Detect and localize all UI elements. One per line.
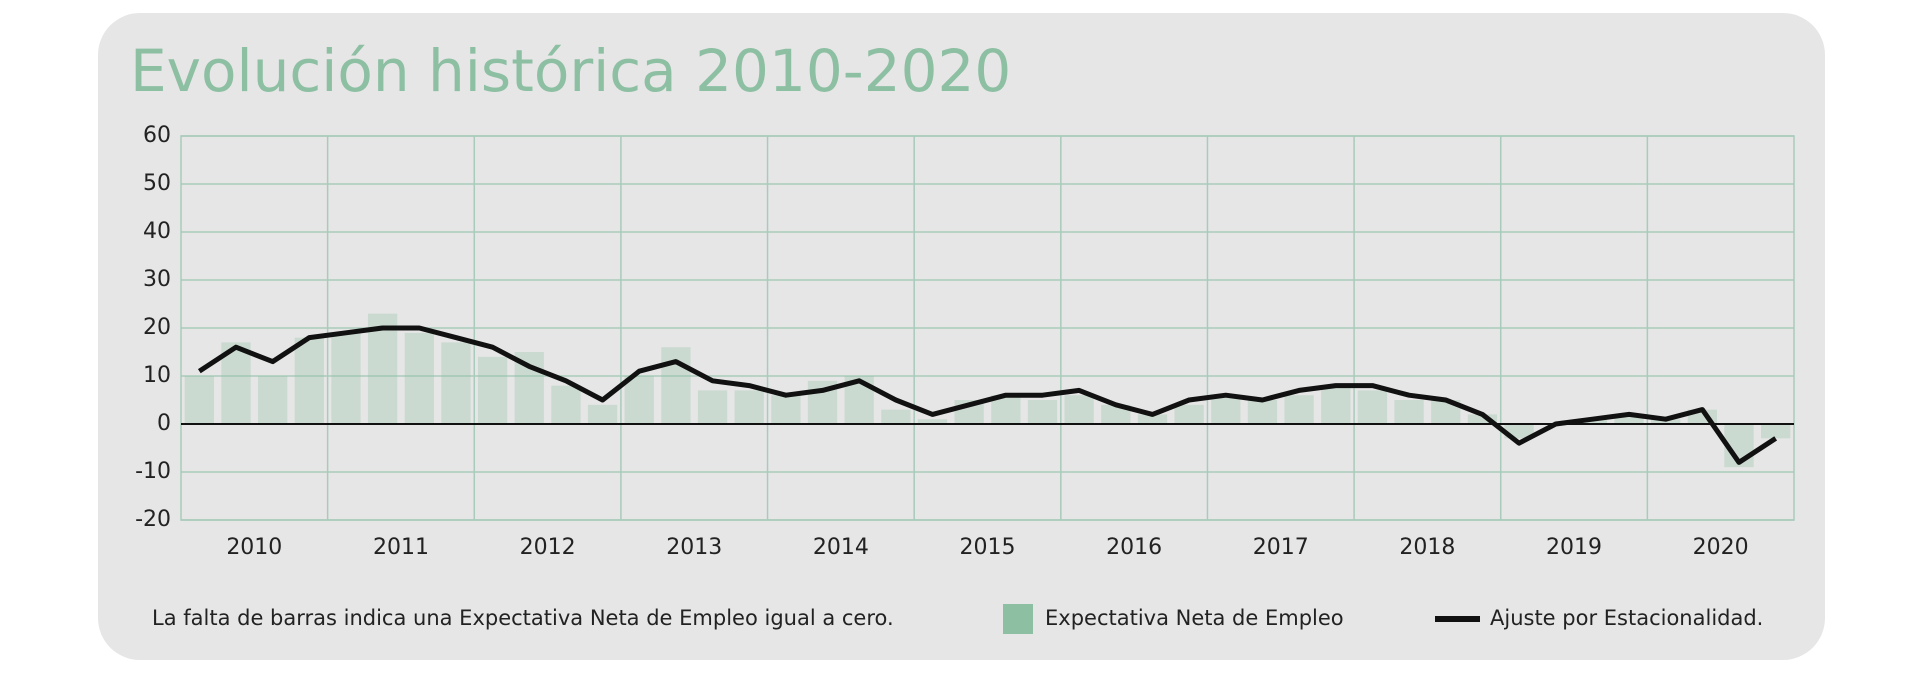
bar: [1174, 404, 1204, 424]
bar: [1064, 395, 1094, 424]
bar: [1394, 400, 1424, 424]
x-tick-label: 2015: [960, 535, 1016, 560]
bar: [1027, 400, 1058, 424]
bar: [441, 342, 471, 424]
x-tick-label: 2017: [1253, 535, 1309, 560]
bar: [1321, 385, 1351, 424]
bar: [697, 390, 728, 424]
x-tick-label: 2016: [1106, 535, 1162, 560]
bar: [331, 332, 361, 424]
y-tick-label: 0: [157, 411, 171, 436]
bar: [1467, 414, 1498, 424]
y-tick-label: 20: [143, 315, 171, 340]
bar: [771, 395, 801, 424]
x-tick-label: 2011: [373, 535, 429, 560]
bar: [587, 404, 618, 424]
y-tick-label: 50: [143, 171, 171, 196]
y-tick-label: -20: [135, 507, 171, 532]
legend-label: Ajuste por Estacionalidad.: [1490, 606, 1763, 630]
y-tick-label: 10: [143, 363, 171, 388]
bar: [1357, 390, 1388, 424]
legend-swatch: [1003, 604, 1033, 634]
y-tick-label: 40: [143, 219, 171, 244]
legend-label: Expectativa Neta de Empleo: [1045, 606, 1344, 630]
bar: [367, 313, 398, 424]
x-tick-label: 2012: [520, 535, 576, 560]
x-tick-label: 2019: [1546, 535, 1602, 560]
bar: [1101, 404, 1131, 424]
x-tick-label: 2010: [226, 535, 282, 560]
y-tick-label: -10: [135, 459, 171, 484]
chart-title: Evolución histórica 2010-2020: [130, 37, 1011, 105]
bar: [1761, 424, 1791, 439]
y-tick-label: 30: [143, 267, 171, 292]
bar: [294, 337, 324, 424]
x-tick-label: 2013: [666, 535, 722, 560]
bar: [1284, 395, 1314, 424]
bar: [184, 376, 214, 424]
bar: [1137, 414, 1168, 424]
bar: [881, 409, 911, 424]
bar: [551, 385, 581, 424]
x-tick-label: 2020: [1693, 535, 1749, 560]
line: [197, 325, 1778, 465]
bar: [477, 356, 508, 424]
bar: [1211, 395, 1241, 424]
bar: [404, 332, 434, 424]
x-tick-label: 2014: [813, 535, 869, 560]
bar: [917, 419, 948, 424]
bar: [624, 376, 654, 424]
bar: [257, 376, 288, 424]
x-tick-label: 2018: [1399, 535, 1455, 560]
bar: [1614, 414, 1644, 424]
bar: [734, 390, 764, 424]
note: La falta de barras indica una Expectativ…: [152, 606, 894, 630]
bar: [1247, 400, 1278, 424]
y-tick-label: 60: [143, 123, 171, 148]
bar: [661, 347, 691, 424]
